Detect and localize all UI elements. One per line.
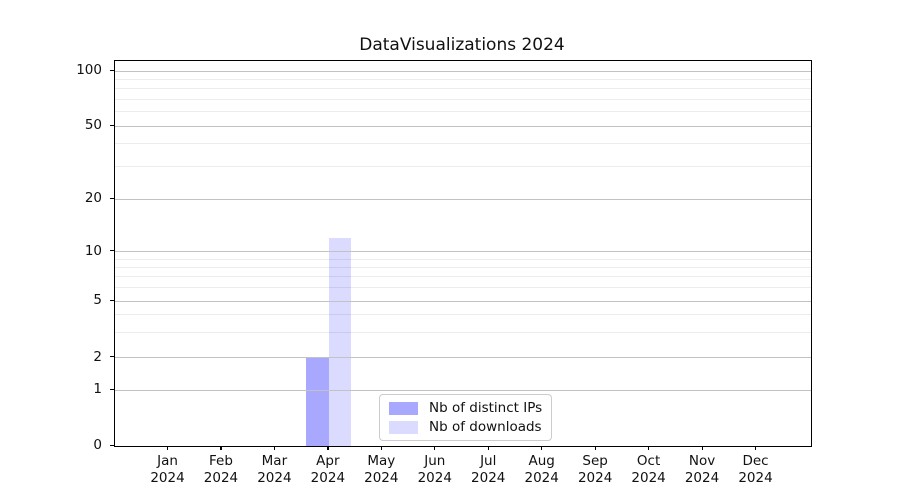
x-tick-label: Sep 2024 — [565, 453, 625, 487]
bar-distinct-ips-apr — [306, 357, 329, 446]
minor-gridline — [115, 166, 811, 168]
x-tick-month: Feb — [209, 453, 233, 469]
x-tick-year: 2024 — [150, 470, 185, 486]
x-tick-label: Aug 2024 — [512, 453, 572, 487]
x-tick-year: 2024 — [257, 470, 292, 486]
x-tick-label: May 2024 — [351, 453, 411, 487]
minor-gridline — [115, 314, 811, 316]
x-tick-label: Oct 2024 — [619, 453, 679, 487]
legend-item: Nb of downloads — [389, 419, 542, 435]
x-tick-year: 2024 — [684, 470, 720, 486]
legend-swatch — [389, 401, 418, 415]
major-gridline — [115, 125, 811, 127]
x-tick-year: 2024 — [631, 470, 666, 486]
x-tick-label: Jun 2024 — [405, 453, 465, 487]
y-tick-mark — [110, 197, 114, 199]
minor-gridline — [115, 276, 811, 278]
x-tick-month: Sep — [582, 453, 608, 469]
y-tick-label: 20 — [84, 190, 102, 206]
y-tick-label: 10 — [84, 242, 102, 259]
x-tick-label: Dec 2024 — [726, 453, 786, 487]
major-gridline — [115, 198, 811, 200]
y-tick-label: 1 — [93, 381, 102, 397]
x-tick-label: Feb 2024 — [191, 453, 251, 487]
x-tick-month: Jul — [480, 453, 497, 469]
x-tick-month: Jan — [157, 453, 178, 469]
x-tick-mark — [327, 446, 329, 450]
x-tick-month: Nov — [688, 453, 716, 469]
x-tick-year: 2024 — [364, 470, 399, 486]
x-tick-month: Oct — [636, 453, 661, 469]
minor-gridline — [115, 258, 811, 260]
y-tick-mark — [110, 69, 114, 71]
y-tick-mark — [110, 250, 114, 252]
x-tick-year: 2024 — [524, 470, 559, 486]
x-tick-year: 2024 — [577, 470, 613, 486]
x-tick-mark — [755, 446, 757, 450]
x-tick-mark — [167, 446, 169, 450]
x-tick-mark — [541, 446, 543, 450]
x-tick-label: Nov 2024 — [672, 453, 732, 487]
major-gridline — [115, 300, 811, 302]
x-tick-month: May — [367, 453, 396, 469]
legend-item: Nb of distinct IPs — [389, 400, 542, 416]
x-tick-mark — [487, 446, 489, 450]
x-tick-year: 2024 — [471, 470, 506, 486]
y-tick-label: 50 — [84, 117, 102, 133]
x-tick-mark — [434, 446, 436, 450]
x-tick-month: Apr — [316, 453, 340, 469]
legend-label: Nb of distinct IPs — [429, 400, 543, 416]
y-tick-label: 5 — [93, 292, 102, 308]
x-tick-mark — [273, 446, 276, 450]
x-tick-label: Apr 2024 — [298, 453, 358, 487]
x-tick-year: 2024 — [310, 470, 346, 486]
x-tick-month: Mar — [261, 453, 288, 469]
minor-gridline — [115, 143, 811, 145]
x-tick-mark — [220, 446, 222, 450]
minor-gridline — [115, 111, 811, 113]
y-tick-mark — [110, 444, 114, 446]
x-tick-label: Jul 2024 — [458, 453, 518, 487]
major-gridline — [115, 389, 811, 391]
x-tick-mark — [380, 446, 382, 450]
x-tick-year: 2024 — [417, 470, 452, 486]
y-tick-mark — [110, 124, 114, 126]
chart-title: DataVisualizations 2024 — [359, 35, 565, 55]
major-gridline — [115, 251, 811, 252]
x-tick-year: 2024 — [203, 470, 239, 486]
x-tick-month: Dec — [742, 453, 769, 469]
x-tick-mark — [701, 446, 703, 450]
y-tick-mark — [110, 299, 114, 301]
minor-gridline — [115, 78, 811, 80]
minor-gridline — [115, 88, 811, 90]
y-tick-label: 100 — [76, 62, 102, 78]
x-tick-label: Mar 2024 — [244, 453, 304, 487]
minor-gridline — [115, 331, 811, 333]
y-tick-mark — [110, 388, 114, 390]
minor-gridline — [115, 98, 811, 100]
legend-swatch — [389, 420, 418, 434]
y-tick-mark — [110, 356, 114, 358]
x-tick-month: Jun — [424, 453, 446, 469]
x-tick-mark — [594, 446, 596, 450]
x-tick-year: 2024 — [738, 470, 773, 486]
x-tick-mark — [648, 446, 650, 450]
minor-gridline — [115, 287, 811, 289]
legend-label: Nb of downloads — [429, 419, 542, 435]
bar-downloads-apr — [328, 237, 352, 446]
major-gridline — [115, 357, 811, 358]
x-tick-label: Jan 2024 — [138, 453, 198, 487]
plot-area — [114, 60, 812, 447]
minor-gridline — [115, 266, 811, 268]
y-tick-label: 2 — [93, 348, 102, 365]
x-tick-month: Aug — [528, 453, 555, 469]
y-tick-label: 0 — [93, 437, 102, 453]
legend: Nb of distinct IPs Nb of downloads — [379, 394, 553, 441]
major-gridline — [115, 70, 811, 72]
